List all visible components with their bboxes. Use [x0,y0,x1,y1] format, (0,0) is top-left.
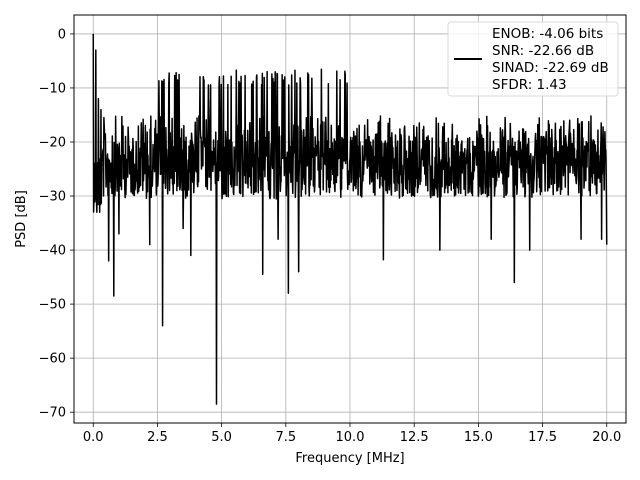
legend: ENOB: -4.06 bits SNR: -22.66 dB SINAD: -… [447,21,619,97]
x-tick-label: 5.0 [211,430,232,445]
y-axis-label: PSD [dB] [14,190,29,248]
legend-line-enob: ENOB: -4.06 bits [492,26,603,42]
legend-line-sinad: SINAD: -22.69 dB [492,60,609,76]
legend-line-sfdr: SFDR: 1.43 [492,77,567,93]
y-tick-label: −50 [39,298,66,313]
psd-series-line [92,33,608,405]
x-tick-label: 10.0 [336,430,365,445]
y-tick-label: −30 [39,190,66,205]
x-tick-label: 0.0 [83,430,104,445]
x-tick-label: 17.5 [528,430,557,445]
y-tick-label: −60 [39,352,66,367]
y-tick-label: −20 [39,135,66,150]
y-tick-label: −70 [39,406,66,421]
x-axis: 0.0 2.5 5.0 7.5 10.0 12.5 15.0 17.5 20.0 [83,423,621,445]
x-tick-label: 12.5 [400,430,429,445]
y-axis: 0 −10 −20 −30 −40 −50 −60 −70 [39,27,74,421]
x-tick-label: 7.5 [275,430,296,445]
x-tick-label: 2.5 [147,430,168,445]
y-tick-label: −40 [39,244,66,259]
x-tick-label: 20.0 [592,430,621,445]
y-tick-label: −10 [39,81,66,96]
series-layer [92,33,608,405]
x-tick-label: 15.0 [464,430,493,445]
x-axis-label: Frequency [MHz] [295,451,404,466]
y-tick-label: 0 [58,27,66,42]
plot-area [92,33,608,405]
legend-line-snr: SNR: -22.66 dB [492,43,594,59]
legend-box [447,21,619,97]
